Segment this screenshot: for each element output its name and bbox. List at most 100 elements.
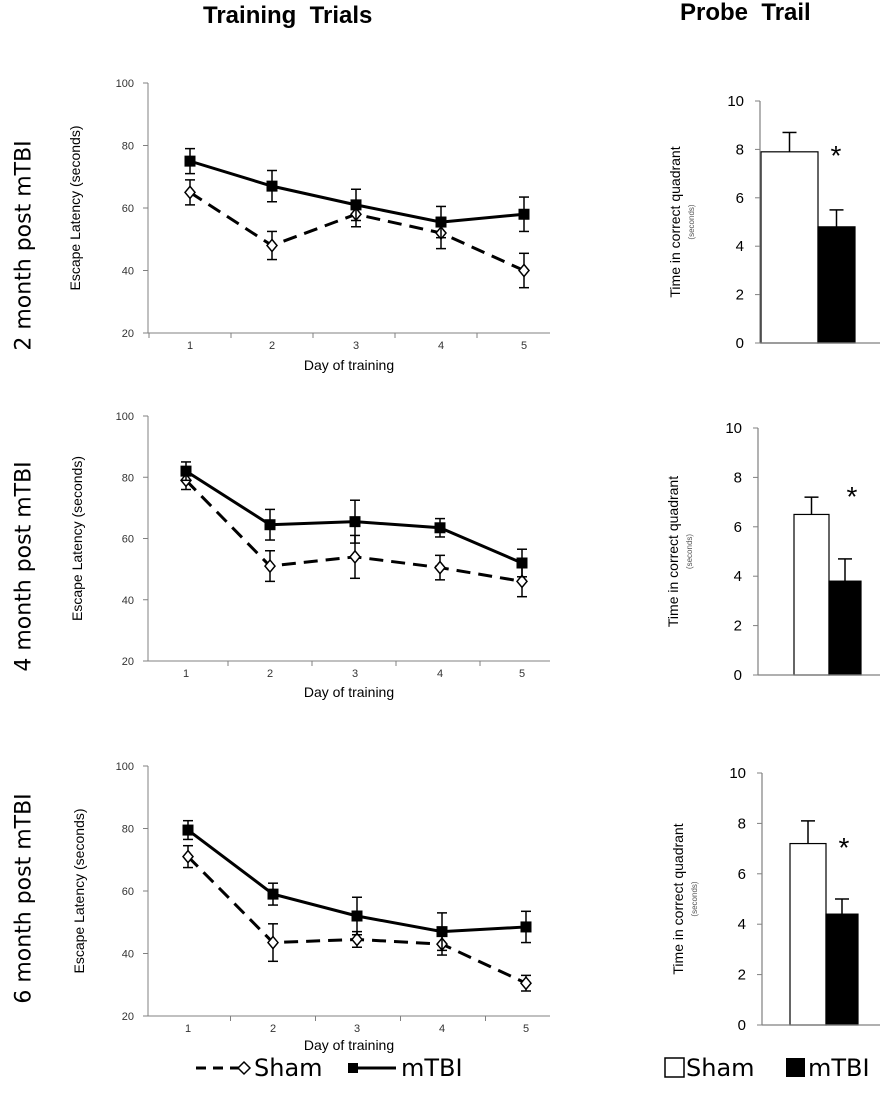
data-point-mtbi xyxy=(516,557,528,569)
x-tick-label: 1 xyxy=(187,340,193,352)
bar-mtbi xyxy=(828,580,862,676)
bar-chart-3: 0 2 4 6 8 10 Time in correct quadrant (seconds)… xyxy=(665,420,880,684)
data-point-mtbi xyxy=(518,208,530,220)
data-point-sham xyxy=(267,935,279,950)
y-tick-label: 40 xyxy=(122,595,134,607)
y-axis-subtitle: (seconds) xyxy=(685,534,694,569)
x-axis-title: Day of training xyxy=(304,1037,394,1053)
y-axis-title: Escape Latency (seconds) xyxy=(67,126,83,291)
y-tick-label: 0 xyxy=(738,1017,746,1034)
bar-sham xyxy=(789,842,827,1026)
significance-star: * xyxy=(839,832,850,863)
bar-sham xyxy=(760,151,819,344)
data-point-sham xyxy=(351,932,363,947)
data-point-sham xyxy=(518,263,530,278)
y-axis-title: Time in correct quadrant xyxy=(670,823,686,974)
x-tick-label: 4 xyxy=(437,668,443,680)
y-tick-label: 20 xyxy=(122,1011,134,1023)
y-tick-label: 10 xyxy=(729,765,746,782)
legend-bar-mtbi-label: mTBI xyxy=(808,1054,870,1082)
legend-sham-label: Sham xyxy=(254,1054,323,1082)
x-axis-title: Day of training xyxy=(304,357,394,373)
bar-mtbi xyxy=(825,913,859,1026)
y-tick-label: 60 xyxy=(122,886,134,898)
x-tick-label: 3 xyxy=(353,340,359,352)
y-tick-label: 6 xyxy=(734,519,742,536)
data-point-mtbi xyxy=(182,824,194,836)
y-tick-label: 20 xyxy=(122,656,134,668)
series-sham xyxy=(180,470,528,598)
y-tick-label: 8 xyxy=(736,141,744,158)
y-tick-label: 40 xyxy=(122,266,134,278)
y-tick-label: 60 xyxy=(122,203,134,215)
y-axis-subtitle: (seconds) xyxy=(687,204,696,239)
y-tick-label: 100 xyxy=(116,761,134,773)
y-axis-title: Escape Latency (seconds) xyxy=(71,809,87,974)
y-tick-label: 80 xyxy=(122,141,134,153)
line-chart-4: 20 40 60 80 100 1 2 3 4 5 Day of training Escape La… xyxy=(71,761,550,1053)
y-tick-label: 4 xyxy=(738,916,746,933)
data-point-sham xyxy=(184,185,196,200)
data-point-mtbi xyxy=(267,888,279,900)
y-tick-label: 4 xyxy=(736,238,744,255)
x-tick-label: 5 xyxy=(521,340,527,352)
data-point-mtbi xyxy=(435,216,447,228)
training-trials-header: Training Trials xyxy=(203,2,373,29)
legend-mtbi-label: mTBI xyxy=(401,1054,463,1082)
series-mtbi xyxy=(180,461,528,578)
y-tick-label: 2 xyxy=(734,618,742,635)
y-tick-label: 80 xyxy=(122,472,134,484)
y-tick-label: 100 xyxy=(116,78,134,90)
x-tick-label: 1 xyxy=(185,1023,191,1035)
data-point-mtbi xyxy=(520,921,532,933)
legend-bar-sham-label: Sham xyxy=(686,1054,755,1082)
data-point-sham xyxy=(434,560,446,575)
y-tick-label: 40 xyxy=(122,949,134,961)
data-point-mtbi xyxy=(351,910,363,922)
y-tick-label: 80 xyxy=(122,824,134,836)
data-point-sham xyxy=(266,238,278,253)
y-axis-title: Escape Latency (seconds) xyxy=(69,456,85,621)
data-point-mtbi xyxy=(349,516,361,528)
x-tick-label: 4 xyxy=(439,1023,445,1035)
y-axis-subtitle: (seconds) xyxy=(690,881,699,916)
x-tick-label: 4 xyxy=(438,340,444,352)
line-chart-0: 20 40 60 80 100 1 2 3 4 5 Day of training Escape La… xyxy=(67,78,550,373)
data-point-mtbi xyxy=(266,180,278,192)
series-sham xyxy=(184,179,530,289)
y-tick-label: 2 xyxy=(736,287,744,304)
y-axis-title: Time in correct quadrant xyxy=(665,476,681,627)
y-tick-label: 60 xyxy=(122,534,134,546)
data-point-sham xyxy=(520,976,532,991)
x-tick-label: 5 xyxy=(519,668,525,680)
bar-sham xyxy=(793,513,830,676)
y-tick-label: 2 xyxy=(738,967,746,984)
y-tick-label: 0 xyxy=(734,667,742,684)
probe-trial-header: Probe Trail xyxy=(680,0,811,26)
y-tick-label: 20 xyxy=(122,328,134,340)
series-mtbi xyxy=(182,819,532,952)
data-point-sham xyxy=(349,549,361,565)
y-axis-title: Time in correct quadrant xyxy=(667,146,683,297)
x-tick-label: 1 xyxy=(183,668,189,680)
bar-chart-1: 0 2 4 6 8 10 Time in correct quadrant (seconds)… xyxy=(667,93,880,352)
y-tick-label: 10 xyxy=(727,93,744,110)
y-tick-label: 10 xyxy=(725,420,742,437)
data-point-mtbi xyxy=(180,465,192,477)
bar-chart-5: 0 2 4 6 8 10 Time in correct quadrant (seconds)… xyxy=(670,765,880,1034)
data-point-mtbi xyxy=(184,155,196,167)
data-point-mtbi xyxy=(436,926,448,938)
data-point-mtbi xyxy=(264,519,276,531)
y-tick-label: 4 xyxy=(734,568,742,585)
y-tick-label: 6 xyxy=(736,190,744,207)
significance-star: * xyxy=(831,140,842,171)
y-tick-label: 100 xyxy=(116,411,134,423)
series-mtbi xyxy=(184,147,530,239)
x-tick-label: 5 xyxy=(523,1023,529,1035)
y-tick-label: 0 xyxy=(736,335,744,352)
y-tick-label: 8 xyxy=(738,815,746,832)
x-tick-label: 2 xyxy=(267,668,273,680)
series-line xyxy=(184,479,523,583)
